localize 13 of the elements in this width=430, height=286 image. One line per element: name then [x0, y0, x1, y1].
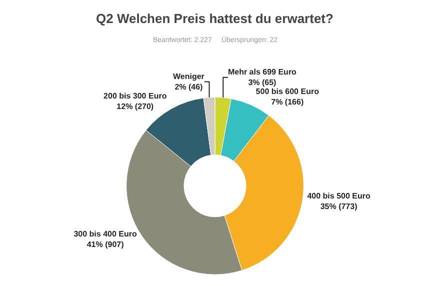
slice-label: 300 bis 400 Euro [74, 229, 137, 238]
data-label: 12% (270) [116, 102, 154, 111]
slice-label: Weniger [172, 72, 204, 82]
data-label: 41% (907) [86, 240, 124, 249]
data-label: 3% (65) [248, 78, 277, 88]
slice-label: 400 bis 500 Euro [307, 192, 370, 201]
chart-title: Q2 Welchen Preis hattest du erwartet? [96, 11, 334, 26]
data-label: 35% (773) [320, 202, 358, 212]
data-label: 7% (166) [271, 97, 304, 106]
data-label: 2% (46) [174, 82, 204, 92]
slice-label: 500 bis 600 Euro [256, 87, 320, 96]
slice-label: 200 bis 300 Euro [104, 91, 167, 100]
slice-label: Mehr als 699 Euro [228, 68, 297, 77]
